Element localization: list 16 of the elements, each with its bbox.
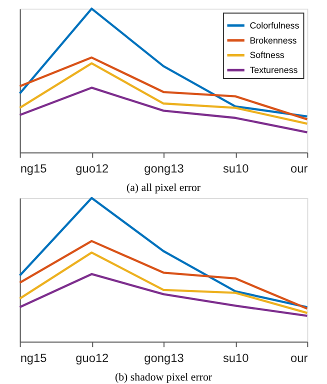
x-tick-label: guo12	[76, 162, 109, 176]
legend-label: Softness	[250, 50, 285, 60]
x-tick-label: ng15	[20, 350, 48, 365]
x-tick-label: guo12	[76, 350, 109, 365]
x-tick-label: our	[290, 350, 308, 365]
x-tick-label: su10	[222, 162, 250, 176]
legend-label: Colorfulness	[250, 20, 300, 31]
x-tick-label: gong13	[144, 162, 184, 176]
legend-label: Brokenness	[250, 35, 298, 46]
legend-label: Textureness	[250, 65, 298, 76]
text: (b) shadow pixel error	[114, 371, 212, 384]
text: (a) all pixel error	[126, 182, 201, 194]
x-tick-label: su10	[222, 350, 250, 365]
x-tick-label: our	[290, 162, 308, 176]
x-tick-label: ng15	[20, 162, 48, 176]
x-tick-label: gong13	[144, 350, 184, 365]
